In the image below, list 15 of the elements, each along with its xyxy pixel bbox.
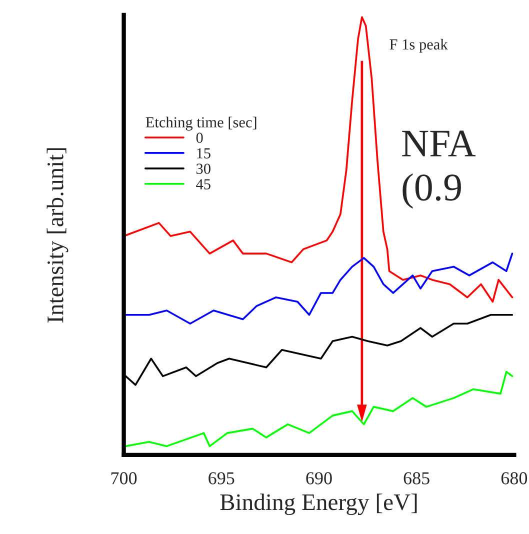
x-tick-label: 700: [111, 472, 137, 484]
legend-label: 45: [196, 179, 210, 190]
x-tick-label: 690: [306, 472, 332, 484]
legend-title: Etching time [sec]: [146, 116, 256, 131]
annotation: F 1s peak: [390, 38, 448, 53]
y-axis-title: Intensity [arb.unit]: [46, 148, 68, 323]
legend-label: 30: [196, 164, 210, 174]
x-tick-label: 680: [501, 472, 528, 484]
x-axis-title: Binding Energy [eV]: [220, 494, 417, 516]
annotation: NFA: [402, 130, 476, 156]
legend-label: 0: [196, 132, 203, 143]
annotation: (0.9: [402, 173, 461, 209]
x-tick-label: 685: [404, 472, 430, 484]
legend-label: 15: [197, 148, 210, 158]
x-tick-label: 695: [208, 472, 234, 484]
